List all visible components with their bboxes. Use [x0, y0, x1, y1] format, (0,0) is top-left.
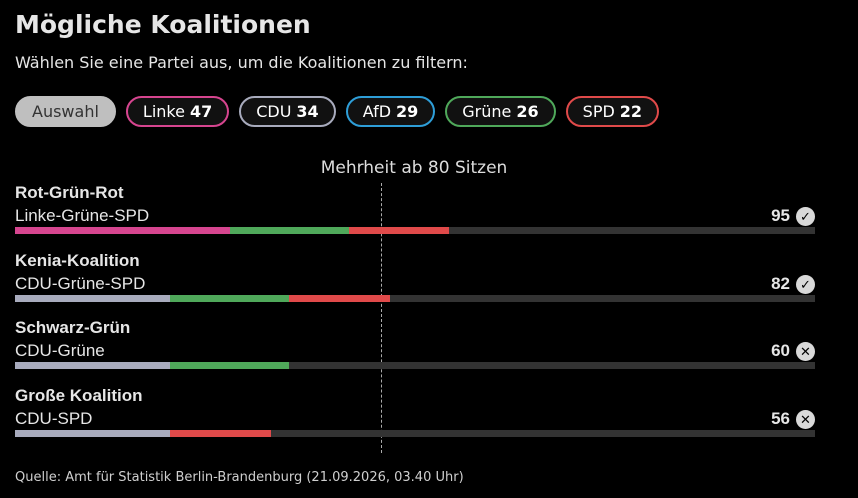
- coalition-total: 95 ✓: [771, 206, 815, 226]
- filter-chip-linke[interactable]: Linke 47: [125, 96, 230, 127]
- majority-line: [380, 183, 382, 453]
- page-subtitle: Wählen Sie eine Partei aus, um die Koali…: [15, 53, 468, 72]
- coalition-total: 56 ✕: [771, 409, 815, 429]
- seat-segment-cdu: [15, 430, 171, 437]
- coalition-total: 60 ✕: [771, 341, 815, 361]
- filter-chip-seats: 47: [189, 102, 213, 121]
- filter-chip-afd[interactable]: AfD 29: [345, 96, 436, 127]
- seat-bar-track: [15, 362, 815, 369]
- coalition-total-value: 82: [771, 274, 790, 293]
- cross-icon: ✕: [796, 341, 815, 361]
- filter-chip-auswahl[interactable]: Auswahl: [15, 96, 116, 127]
- filter-chip-label: Grüne: [462, 102, 512, 121]
- filter-chip-grüne[interactable]: Grüne 26: [445, 96, 556, 127]
- seat-segment-spd: [289, 295, 390, 302]
- filter-chip-label: CDU: [256, 102, 292, 121]
- seat-segment-grüne: [229, 227, 349, 234]
- coalition-name: Große Koalition: [15, 386, 143, 405]
- seat-segment-cdu: [15, 362, 171, 369]
- filter-chip-label: Auswahl: [32, 102, 99, 121]
- filter-chip-seats: 26: [516, 102, 539, 121]
- filter-chip-seats: 34: [296, 102, 319, 121]
- filter-chip-seats: 22: [619, 102, 643, 121]
- coalition-total-value: 95: [771, 206, 790, 225]
- coalition-parties: CDU-Grüne: [15, 341, 105, 360]
- source-note: Quelle: Amt für Statistik Berlin-Branden…: [15, 470, 464, 485]
- seat-segment-spd: [348, 227, 450, 234]
- filter-chip-label: SPD: [582, 102, 615, 121]
- coalition-name: Rot-Grün-Rot: [15, 183, 124, 202]
- page-title: Mögliche Koalitionen: [15, 10, 311, 39]
- check-icon: ✓: [796, 206, 815, 226]
- coalition-parties: CDU-SPD: [15, 409, 93, 428]
- cross-icon: ✕: [796, 409, 815, 429]
- coalition-name: Schwarz-Grün: [15, 318, 131, 337]
- coalition-total-value: 56: [771, 409, 790, 428]
- filter-chip-seats: 29: [396, 102, 419, 121]
- seat-bar-track: [15, 295, 815, 302]
- seat-bar-track: [15, 227, 815, 234]
- coalition-total: 82 ✓: [771, 274, 815, 294]
- filter-chip-spd[interactable]: SPD 22: [565, 96, 660, 127]
- coalition-row: Große Koalition CDU-SPD 56 ✕: [15, 386, 815, 446]
- coalition-name: Kenia-Koalition: [15, 251, 140, 270]
- coalition-row: Rot-Grün-Rot Linke-Grüne-SPD 95 ✓: [15, 183, 815, 243]
- coalition-parties: CDU-Grüne-SPD: [15, 274, 146, 293]
- seat-segment-spd: [170, 430, 271, 437]
- coalition-parties: Linke-Grüne-SPD: [15, 206, 150, 225]
- seat-segment-linke: [15, 227, 230, 234]
- filter-chip-label: AfD: [362, 102, 392, 121]
- coalition-total-value: 60: [771, 341, 790, 360]
- seat-segment-grüne: [170, 295, 290, 302]
- coalition-row: Schwarz-Grün CDU-Grüne 60 ✕: [15, 318, 815, 378]
- seat-segment-cdu: [15, 295, 171, 302]
- check-icon: ✓: [796, 274, 815, 294]
- seat-bar-track: [15, 430, 815, 437]
- party-filter-bar: Auswahl Linke 47 CDU 34 AfD 29 Grüne 26 SPD 22: [15, 96, 660, 127]
- filter-chip-cdu[interactable]: CDU 34: [239, 96, 336, 127]
- filter-chip-label: Linke: [142, 102, 185, 121]
- majority-label: Mehrheit ab 80 Sitzen: [320, 158, 508, 178]
- seat-segment-grüne: [170, 362, 290, 369]
- coalition-row: Kenia-Koalition CDU-Grüne-SPD 82 ✓: [15, 251, 815, 311]
